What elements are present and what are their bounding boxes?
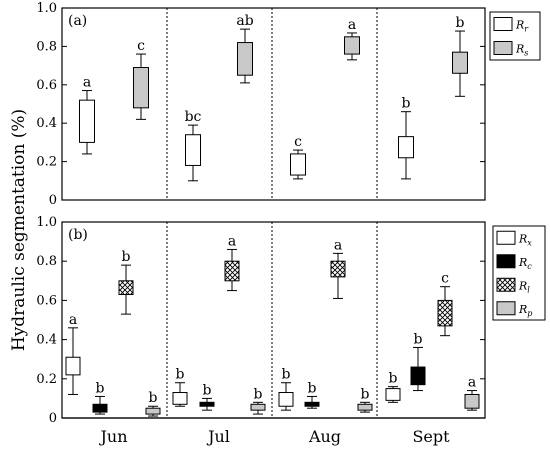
- significance-letter: b: [361, 386, 370, 402]
- significance-letter: b: [414, 331, 423, 347]
- legend: Rr Rs: [489, 11, 541, 61]
- significance-letter: b: [122, 249, 131, 265]
- panel-tag: (b): [68, 227, 88, 243]
- box: [437, 299, 453, 327]
- box: [385, 388, 401, 401]
- significance-letter: a: [468, 375, 476, 391]
- box: [65, 356, 81, 376]
- legend-label: Rs: [515, 43, 528, 58]
- box: [224, 260, 240, 282]
- legend-label: Rx: [518, 232, 532, 247]
- y-tick-label: 0: [49, 193, 57, 208]
- legend-swatch: [493, 41, 513, 55]
- box: [398, 136, 414, 159]
- box: [330, 260, 346, 278]
- significance-letter: c: [441, 271, 449, 287]
- y-tick-label: 0.2: [36, 155, 57, 170]
- box: [172, 392, 188, 405]
- box: [304, 401, 320, 407]
- x-tick-label-jun: Jun: [98, 427, 127, 446]
- y-tick-label: 0.8: [36, 254, 57, 269]
- legend-swatch: [496, 230, 516, 245]
- y-tick-label: 0.2: [36, 372, 57, 387]
- y-axis-label: Hydraulic segmentation (%): [9, 109, 29, 351]
- legend-swatch: [493, 17, 513, 31]
- y-tick-label: 0: [49, 411, 57, 426]
- box: [92, 403, 108, 413]
- significance-letter: ab: [236, 13, 253, 29]
- significance-letter: b: [402, 96, 411, 112]
- significance-letter: b: [282, 367, 291, 383]
- y-tick-label: 0.6: [36, 78, 57, 93]
- significance-letter: b: [149, 390, 158, 406]
- box: [452, 51, 468, 74]
- legend-label: Rr: [515, 19, 529, 34]
- box: [237, 42, 253, 76]
- box: [199, 401, 215, 407]
- legend-label: Rp: [518, 303, 532, 318]
- significance-letter: c: [137, 38, 145, 54]
- significance-letter: b: [96, 380, 105, 396]
- significance-letter: c: [294, 134, 302, 150]
- significance-letter: b: [389, 371, 398, 387]
- significance-letter: b: [203, 382, 212, 398]
- legend: Rx Rc Rl Rp: [492, 225, 546, 321]
- box: [118, 280, 134, 296]
- significance-letter: b: [456, 15, 465, 31]
- significance-letter: b: [254, 386, 263, 402]
- y-tick-label: 0.4: [36, 333, 57, 348]
- box: [464, 393, 480, 409]
- significance-letter: a: [69, 312, 77, 328]
- y-tick-label: 0.6: [36, 293, 57, 308]
- box: [185, 134, 201, 166]
- y-tick-label: 1.0: [36, 215, 57, 230]
- legend-swatch: [496, 301, 516, 316]
- box: [250, 403, 266, 411]
- significance-letter: a: [334, 237, 342, 253]
- legend-swatch: [496, 277, 516, 292]
- significance-letter: a: [348, 17, 356, 33]
- panel-tag: (a): [68, 13, 87, 29]
- box: [133, 67, 149, 109]
- box: [344, 36, 360, 55]
- box: [145, 407, 161, 415]
- box: [79, 99, 95, 143]
- significance-letter: bc: [185, 109, 202, 125]
- significance-letter: b: [308, 380, 317, 396]
- y-tick-label: 1.0: [36, 1, 57, 16]
- box: [410, 366, 426, 386]
- significance-letter: a: [83, 75, 91, 91]
- legend-swatch: [496, 254, 516, 269]
- box: [290, 153, 306, 176]
- y-tick-label: 0.4: [36, 116, 57, 131]
- legend-label: Rl: [518, 279, 530, 294]
- x-tick-label-jul: Jul: [206, 427, 230, 446]
- box: [278, 392, 294, 407]
- legend-label: Rc: [518, 256, 532, 271]
- x-tick-label-aug: Aug: [308, 427, 341, 446]
- box: [357, 403, 373, 411]
- plot-frame: [61, 7, 486, 201]
- x-tick-label-sept: Sept: [412, 427, 450, 446]
- significance-letter: b: [176, 367, 185, 383]
- y-tick-label: 0.8: [36, 39, 57, 54]
- significance-letter: a: [228, 233, 236, 249]
